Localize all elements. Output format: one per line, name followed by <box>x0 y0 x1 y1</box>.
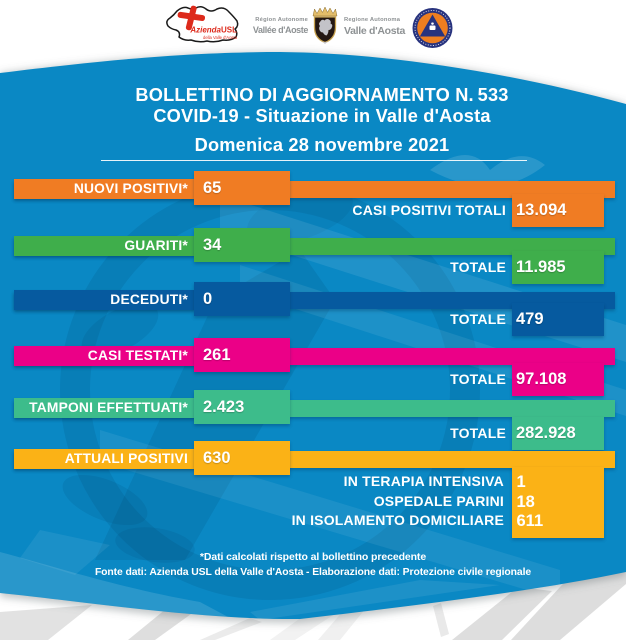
svg-text:AziendaUSL: AziendaUSL <box>189 26 237 35</box>
svg-text:della Valle d'Aosta: della Valle d'Aosta <box>203 35 238 40</box>
